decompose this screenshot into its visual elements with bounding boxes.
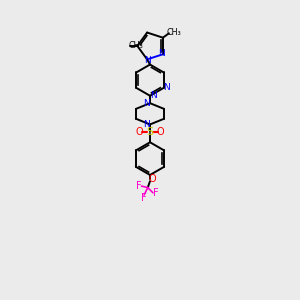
Text: F: F	[136, 181, 142, 191]
Text: N: N	[150, 91, 157, 100]
Text: S: S	[146, 127, 154, 137]
Text: N: N	[164, 83, 170, 92]
Text: CH₃: CH₃	[167, 28, 182, 37]
Text: F: F	[153, 188, 158, 198]
Text: O: O	[157, 127, 164, 137]
Text: N: N	[158, 49, 164, 58]
Text: CH₃: CH₃	[128, 41, 143, 50]
Text: N: N	[143, 120, 150, 129]
Text: N: N	[145, 56, 151, 64]
Text: N: N	[143, 99, 150, 108]
Text: O: O	[136, 127, 143, 137]
Text: F: F	[141, 193, 147, 203]
Text: O: O	[148, 174, 156, 184]
